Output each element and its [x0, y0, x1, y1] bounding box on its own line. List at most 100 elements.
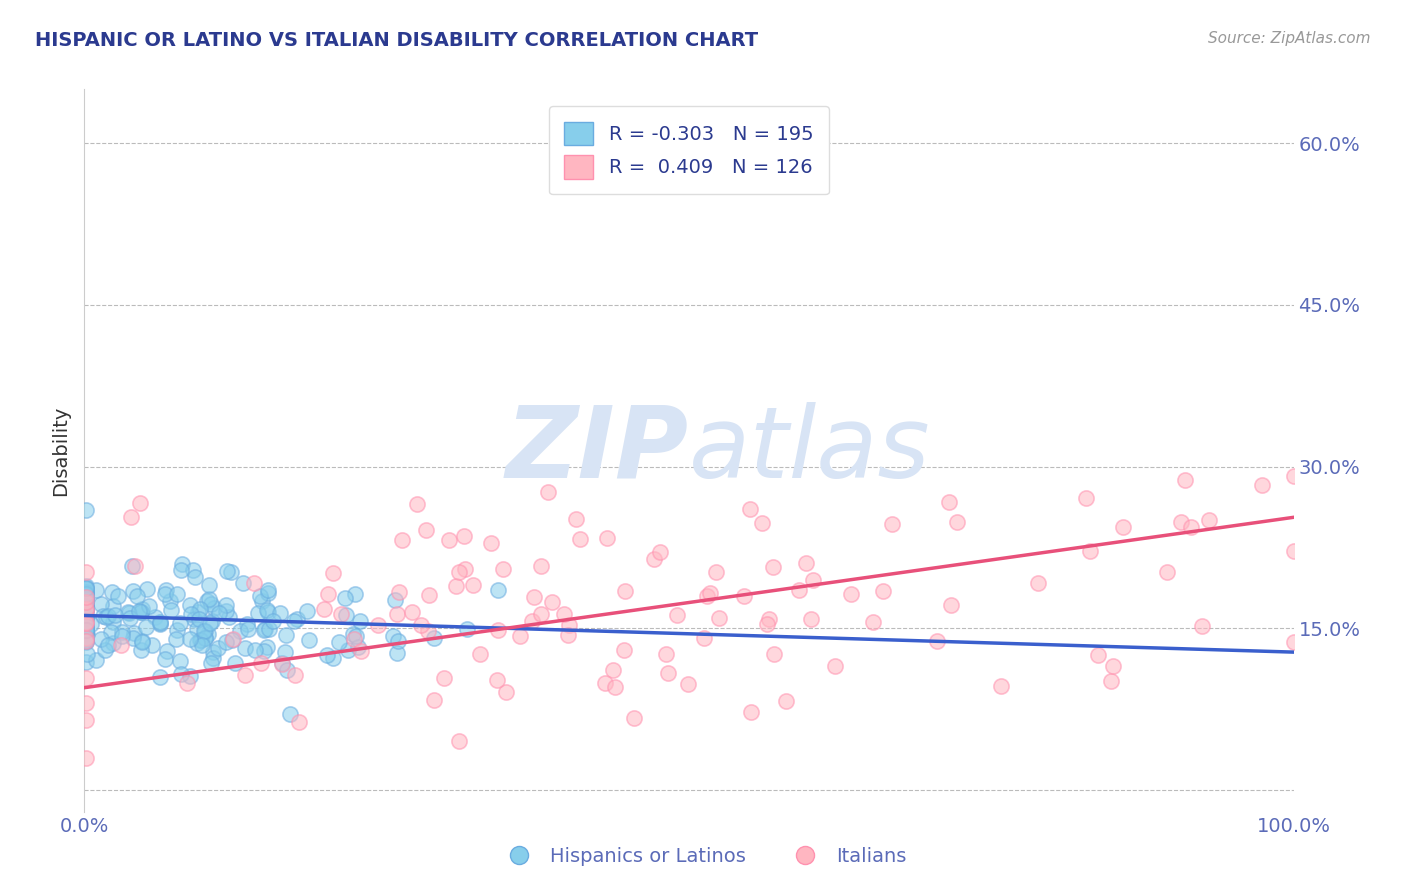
Point	[110, 638, 132, 652]
Point	[648, 544, 671, 558]
Point	[191, 638, 214, 652]
Point	[75, 619, 97, 633]
Point	[194, 624, 217, 638]
Point	[188, 602, 211, 616]
Point	[169, 654, 191, 668]
Point	[751, 516, 773, 531]
Point	[238, 622, 260, 636]
Point	[75, 611, 97, 625]
Point	[75, 578, 97, 592]
Point	[312, 602, 335, 616]
Point	[243, 575, 266, 590]
Point	[170, 563, 193, 577]
Point	[153, 587, 176, 601]
Point	[125, 589, 148, 603]
Point	[75, 503, 97, 517]
Point	[245, 643, 267, 657]
Point	[207, 640, 229, 655]
Point	[75, 713, 97, 727]
Point	[401, 606, 423, 620]
Point	[256, 640, 278, 654]
Point	[333, 591, 356, 605]
Point	[75, 599, 97, 613]
Point	[1028, 576, 1050, 591]
Point	[740, 705, 762, 719]
Point	[75, 596, 97, 610]
Point	[117, 605, 139, 619]
Point	[250, 657, 273, 671]
Point	[1078, 543, 1101, 558]
Point	[215, 598, 238, 612]
Point	[1102, 659, 1125, 673]
Point	[197, 627, 219, 641]
Point	[1087, 648, 1109, 663]
Point	[387, 634, 409, 648]
Point	[166, 623, 188, 637]
Point	[198, 592, 221, 607]
Point	[495, 685, 517, 699]
Point	[121, 558, 143, 573]
Point	[269, 607, 291, 621]
Point	[159, 594, 181, 608]
Point	[252, 643, 274, 657]
Point	[75, 595, 97, 609]
Point	[149, 615, 172, 629]
Point	[643, 551, 665, 566]
Point	[696, 589, 718, 603]
Point	[80, 617, 103, 632]
Point	[330, 607, 353, 621]
Point	[201, 614, 224, 628]
Point	[100, 624, 122, 639]
Point	[75, 625, 97, 640]
Point	[204, 601, 226, 615]
Point	[176, 676, 198, 690]
Point	[322, 566, 344, 580]
Point	[75, 625, 97, 640]
Point	[276, 628, 298, 642]
Point	[155, 582, 177, 597]
Point	[344, 629, 367, 643]
Point	[75, 591, 97, 605]
Point	[537, 484, 560, 499]
Point	[101, 599, 124, 613]
Point	[927, 634, 949, 648]
Point	[523, 590, 546, 604]
Point	[803, 573, 825, 587]
Point	[75, 750, 97, 764]
Point	[328, 635, 350, 649]
Point	[233, 640, 256, 655]
Point	[437, 533, 460, 547]
Point	[1099, 673, 1122, 688]
Point	[605, 681, 627, 695]
Point	[800, 612, 823, 626]
Point	[733, 589, 755, 603]
Point	[97, 609, 120, 624]
Point	[343, 632, 366, 646]
Point	[250, 594, 273, 608]
Point	[602, 663, 624, 677]
Point	[75, 586, 97, 600]
Point	[274, 645, 297, 659]
Point	[322, 651, 344, 665]
Point	[385, 607, 408, 621]
Point	[596, 531, 619, 545]
Point	[485, 673, 508, 687]
Point	[367, 618, 389, 632]
Point	[418, 588, 440, 602]
Point	[75, 589, 97, 603]
Point	[197, 578, 219, 592]
Point	[120, 510, 142, 524]
Point	[824, 659, 846, 673]
Point	[882, 516, 904, 531]
Point	[1282, 634, 1305, 648]
Point	[381, 630, 404, 644]
Point	[75, 633, 97, 648]
Point	[75, 599, 97, 613]
Point	[449, 565, 471, 579]
Point	[287, 715, 309, 730]
Point	[938, 494, 960, 508]
Point	[75, 613, 97, 627]
Point	[270, 657, 292, 671]
Point	[1282, 469, 1305, 483]
Point	[655, 647, 678, 661]
